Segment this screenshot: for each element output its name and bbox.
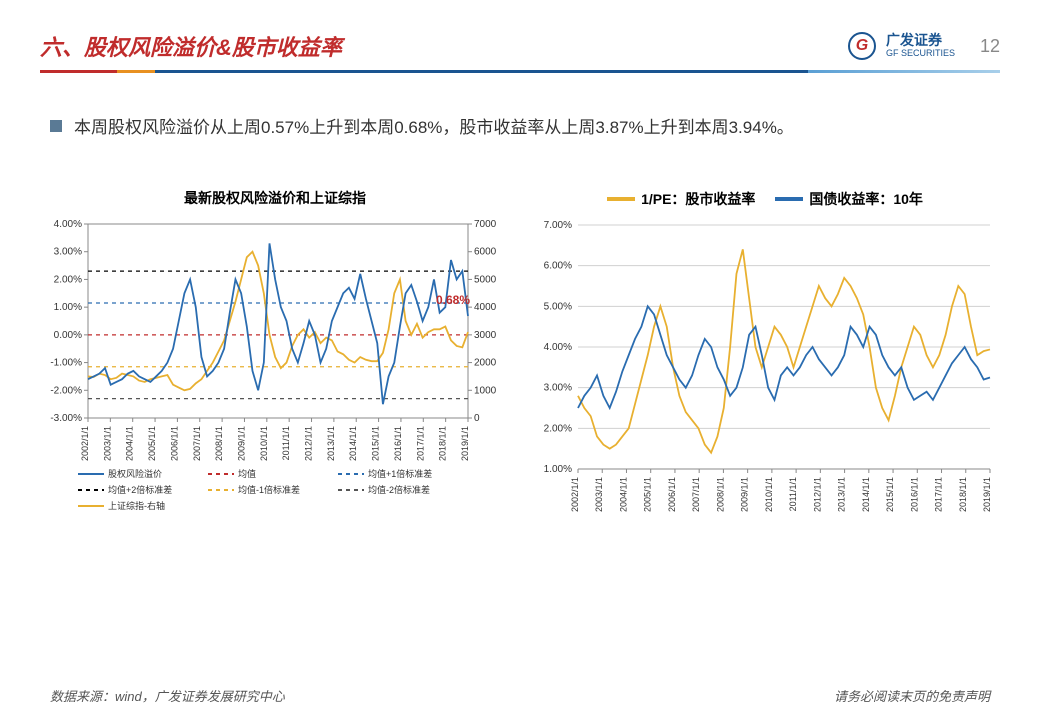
svg-text:2005/1/1: 2005/1/1 — [147, 426, 157, 461]
chart2-label2: 国债收益率：10年 — [809, 189, 923, 209]
svg-text:5.00%: 5.00% — [544, 301, 572, 312]
svg-text:2016/1/1: 2016/1/1 — [393, 426, 403, 461]
svg-text:0: 0 — [474, 413, 480, 424]
svg-text:2008/1/1: 2008/1/1 — [214, 426, 224, 461]
svg-text:2017/1/1: 2017/1/1 — [934, 477, 944, 512]
svg-text:2019/1/1: 2019/1/1 — [460, 426, 470, 461]
svg-text:2006/1/1: 2006/1/1 — [667, 477, 677, 512]
svg-text:3.00%: 3.00% — [54, 247, 82, 258]
svg-text:2013/1/1: 2013/1/1 — [837, 477, 847, 512]
svg-text:2007/1/1: 2007/1/1 — [691, 477, 701, 512]
svg-text:2004/1/1: 2004/1/1 — [618, 477, 628, 512]
svg-text:2011/1/1: 2011/1/1 — [281, 426, 291, 460]
svg-text:2019/1/1: 2019/1/1 — [982, 477, 992, 512]
logo-icon: G — [848, 32, 876, 60]
svg-text:2003/1/1: 2003/1/1 — [594, 477, 604, 512]
svg-text:均值-1倍标准差: 均值-1倍标准差 — [238, 484, 300, 495]
header: 六、股权风险溢价&股市收益率 G 广发证券 GF SECURITIES 12 — [40, 30, 1000, 62]
svg-text:4.00%: 4.00% — [54, 219, 82, 230]
svg-text:2017/1/1: 2017/1/1 — [415, 426, 425, 461]
svg-text:2011/1/1: 2011/1/1 — [788, 477, 798, 511]
svg-text:1.00%: 1.00% — [544, 464, 572, 475]
svg-text:7000: 7000 — [474, 219, 497, 230]
svg-text:均值+2倍标准差: 均值+2倍标准差 — [108, 484, 172, 495]
svg-text:-3.00%: -3.00% — [50, 413, 82, 424]
svg-text:-1.00%: -1.00% — [50, 358, 82, 369]
svg-text:2009/1/1: 2009/1/1 — [740, 477, 750, 512]
svg-text:2015/1/1: 2015/1/1 — [371, 426, 381, 461]
svg-text:2014/1/1: 2014/1/1 — [861, 477, 871, 512]
svg-text:上证综指-右轴: 上证综指-右轴 — [108, 500, 165, 511]
svg-text:4000: 4000 — [474, 302, 497, 313]
slide-page: 六、股权风险溢价&股市收益率 G 广发证券 GF SECURITIES 12 本… — [0, 0, 1040, 720]
svg-text:均值+1倍标准差: 均值+1倍标准差 — [368, 468, 432, 479]
chart2-title: 1/PE：股市收益率 国债收益率：10年 — [530, 188, 1000, 209]
svg-text:2006/1/1: 2006/1/1 — [169, 426, 179, 461]
svg-text:股权风险溢价: 股权风险溢价 — [108, 468, 162, 479]
svg-text:2.00%: 2.00% — [544, 423, 572, 434]
svg-text:0.00%: 0.00% — [54, 330, 82, 341]
svg-text:2010/1/1: 2010/1/1 — [764, 477, 774, 512]
svg-text:2012/1/1: 2012/1/1 — [304, 426, 314, 461]
svg-text:2018/1/1: 2018/1/1 — [958, 477, 968, 512]
svg-text:2003/1/1: 2003/1/1 — [102, 426, 112, 461]
svg-text:2014/1/1: 2014/1/1 — [348, 426, 358, 461]
svg-text:3000: 3000 — [474, 330, 497, 341]
svg-text:6000: 6000 — [474, 247, 497, 258]
chart2-label1: 1/PE：股市收益率 — [641, 189, 755, 209]
svg-text:-2.00%: -2.00% — [50, 385, 82, 396]
page-number: 12 — [980, 36, 1000, 57]
svg-text:4.00%: 4.00% — [544, 342, 572, 353]
svg-text:2002/1/1: 2002/1/1 — [570, 477, 580, 512]
svg-text:0.68%: 0.68% — [436, 293, 470, 307]
logo-en: GF SECURITIES — [886, 49, 955, 59]
chart-left: 最新股权风险溢价和上证综指 -3.00% -2.00% -1.00% 0.00% 1.0… — [40, 188, 510, 539]
body-text-content: 本周股权风险溢价从上周0.57%上升到本周0.68%，股市收益率从上周3.87%… — [74, 113, 794, 138]
divider — [40, 70, 1000, 73]
svg-text:2010/1/1: 2010/1/1 — [259, 426, 269, 461]
logo-cn: 广发证券 — [886, 33, 955, 48]
logo-area: G 广发证券 GF SECURITIES 12 — [848, 32, 1000, 60]
svg-text:均值-2倍标准差: 均值-2倍标准差 — [368, 484, 430, 495]
chart1-svg: -3.00% -2.00% -1.00% 0.00% 1.00% 2.00% 3.00% 4.… — [40, 218, 510, 538]
svg-text:1.00%: 1.00% — [54, 302, 82, 313]
chart-right: 1/PE：股市收益率 国债收益率：10年 1.00% 2.00% 3.00% 4.00… — [530, 188, 1000, 539]
bullet-icon — [50, 120, 62, 132]
footer: 数据来源：wind，广发证券发展研究中心 请务必阅读末页的免责声明 — [0, 686, 1040, 705]
page-title: 六、股权风险溢价&股市收益率 — [40, 30, 342, 62]
svg-text:2016/1/1: 2016/1/1 — [909, 477, 919, 512]
svg-text:2008/1/1: 2008/1/1 — [715, 477, 725, 512]
svg-text:2.00%: 2.00% — [54, 274, 82, 285]
svg-text:均值: 均值 — [238, 468, 256, 479]
svg-text:2012/1/1: 2012/1/1 — [812, 477, 822, 512]
svg-text:1000: 1000 — [474, 385, 497, 396]
svg-text:2018/1/1: 2018/1/1 — [438, 426, 448, 461]
logo-text: 广发证券 GF SECURITIES — [886, 33, 955, 58]
svg-text:2004/1/1: 2004/1/1 — [125, 426, 135, 461]
charts-row: 最新股权风险溢价和上证综指 -3.00% -2.00% -1.00% 0.00% 1.0… — [40, 188, 1000, 539]
body-text: 本周股权风险溢价从上周0.57%上升到本周0.68%，股市收益率从上周3.87%… — [40, 113, 1000, 138]
svg-text:2005/1/1: 2005/1/1 — [643, 477, 653, 512]
svg-text:2009/1/1: 2009/1/1 — [236, 426, 246, 461]
chart1-title: 最新股权风险溢价和上证综指 — [40, 188, 510, 208]
svg-text:6.00%: 6.00% — [544, 261, 572, 272]
svg-text:2015/1/1: 2015/1/1 — [885, 477, 895, 512]
svg-text:2007/1/1: 2007/1/1 — [192, 426, 202, 461]
svg-text:7.00%: 7.00% — [544, 220, 572, 231]
svg-text:2002/1/1: 2002/1/1 — [80, 426, 90, 461]
svg-text:5000: 5000 — [474, 274, 497, 285]
svg-text:2000: 2000 — [474, 358, 497, 369]
footer-left: 数据来源：wind，广发证券发展研究中心 — [50, 686, 285, 705]
chart2-svg: 1.00% 2.00% 3.00% 4.00% 5.00% 6.00% 7.00% 2002/… — [530, 219, 1000, 539]
svg-text:3.00%: 3.00% — [544, 383, 572, 394]
footer-right: 请务必阅读末页的免责声明 — [834, 686, 990, 705]
svg-text:2013/1/1: 2013/1/1 — [326, 426, 336, 461]
